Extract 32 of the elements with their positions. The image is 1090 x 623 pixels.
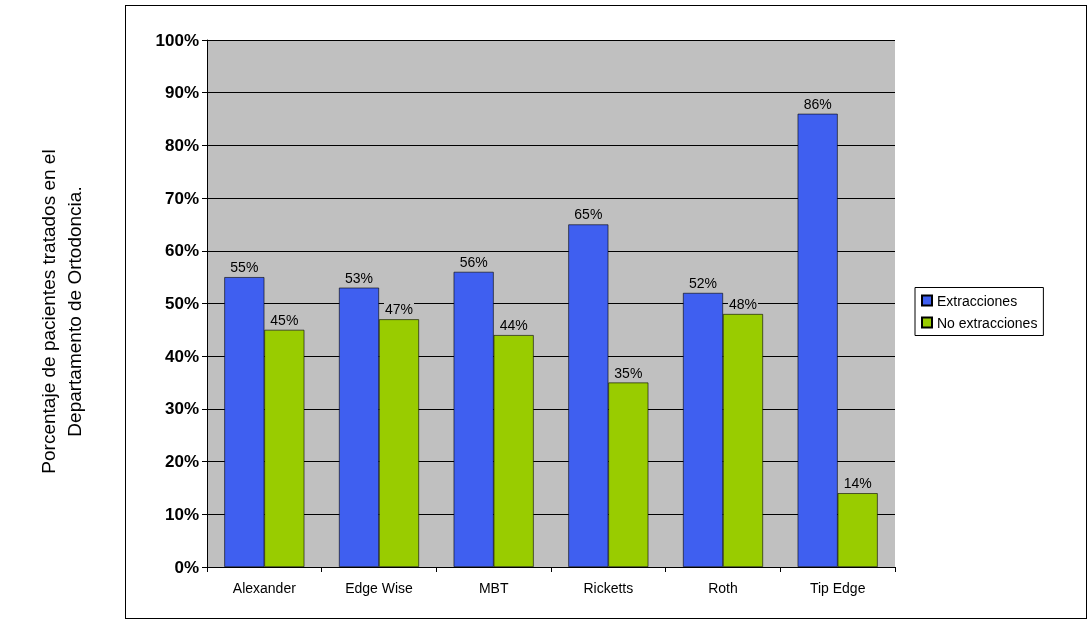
x-tick-label: Ricketts — [583, 580, 634, 596]
data-label: 47% — [384, 301, 414, 318]
legend-label: Extracciones — [937, 292, 1018, 309]
x-tick-label: Tip Edge — [809, 580, 866, 596]
y-tick-label: 0% — [174, 557, 199, 577]
legend-label: No extracciones — [937, 314, 1038, 331]
y-tick-label: 10% — [164, 504, 199, 524]
y-tick-label: 60% — [164, 241, 199, 261]
y-tick-label: 80% — [164, 135, 199, 155]
data-label: 53% — [344, 269, 374, 286]
data-label: 45% — [270, 311, 299, 328]
data-label: 48% — [728, 296, 758, 313]
x-tick-label: Alexander — [232, 580, 297, 596]
y-tick-label: 30% — [164, 399, 199, 419]
y-tick-label: 40% — [164, 346, 199, 366]
y-tick-label: 70% — [164, 188, 199, 208]
data-label: 52% — [688, 274, 718, 291]
data-label: 35% — [614, 364, 643, 381]
y-tick-label: 100% — [155, 30, 199, 50]
x-tick-label: Roth — [708, 580, 738, 596]
y-tick-label: 50% — [164, 294, 199, 313]
data-label: 14% — [843, 475, 872, 492]
x-tick-label: MBT — [478, 580, 509, 596]
data-label: 55% — [230, 259, 259, 276]
data-label: 44% — [499, 317, 528, 334]
data-label: 65% — [574, 206, 603, 223]
y-axis-title: Porcentaje de pacientes tratados en el Departamento de Ortodoncia. — [37, 149, 85, 474]
x-tick-label: Edge Wise — [345, 580, 414, 596]
data-label: 86% — [803, 95, 832, 112]
y-tick-label: 90% — [164, 83, 199, 103]
data-label: 56% — [459, 253, 488, 270]
y-tick-label: 20% — [164, 452, 199, 472]
